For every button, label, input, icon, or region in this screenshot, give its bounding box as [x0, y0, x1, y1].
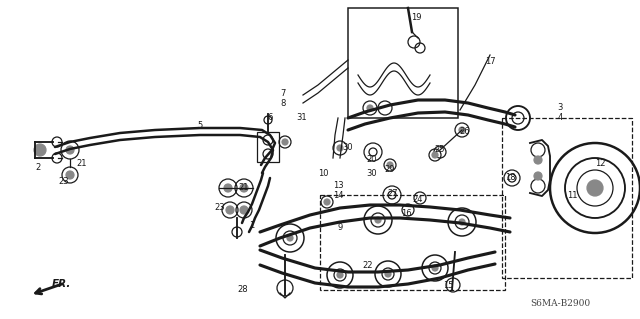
Circle shape [375, 217, 381, 223]
Text: 6: 6 [268, 114, 273, 122]
Text: 19: 19 [411, 13, 421, 23]
Text: 9: 9 [337, 224, 342, 233]
Text: 20: 20 [367, 155, 377, 165]
Circle shape [66, 146, 74, 154]
Text: 16: 16 [401, 210, 412, 219]
Circle shape [385, 271, 391, 277]
Text: 28: 28 [237, 286, 248, 294]
Text: 2: 2 [35, 164, 40, 173]
Text: 12: 12 [595, 159, 605, 167]
Text: 5: 5 [197, 121, 203, 130]
Circle shape [66, 171, 74, 179]
Text: 4: 4 [557, 114, 563, 122]
Text: 21: 21 [77, 159, 87, 167]
Circle shape [367, 105, 373, 111]
Text: 22: 22 [363, 261, 373, 270]
Text: S6MA-B2900: S6MA-B2900 [530, 299, 590, 308]
Circle shape [432, 265, 438, 271]
Circle shape [34, 144, 46, 156]
Circle shape [287, 235, 293, 241]
Circle shape [387, 162, 393, 168]
Text: 10: 10 [317, 169, 328, 179]
Text: 25: 25 [435, 145, 445, 154]
Text: 29: 29 [385, 166, 396, 174]
Circle shape [459, 127, 465, 133]
Text: 17: 17 [484, 57, 495, 66]
Text: 3: 3 [557, 103, 563, 113]
Circle shape [240, 184, 248, 192]
Circle shape [226, 206, 234, 214]
Text: 15: 15 [443, 280, 453, 290]
Circle shape [534, 172, 542, 180]
Circle shape [282, 139, 288, 145]
Text: 13: 13 [333, 181, 343, 189]
Text: 7: 7 [280, 88, 285, 98]
Bar [502, 118, 632, 278]
Text: 14: 14 [333, 191, 343, 201]
Circle shape [534, 156, 542, 164]
Text: 26: 26 [460, 128, 470, 137]
Circle shape [240, 206, 248, 214]
Circle shape [459, 219, 465, 225]
Text: FR.: FR. [52, 279, 72, 289]
Text: 30: 30 [367, 168, 378, 177]
Text: 30: 30 [342, 144, 353, 152]
Text: 11: 11 [567, 190, 577, 199]
Text: 24: 24 [413, 196, 423, 204]
Bar [348, 8, 458, 118]
Circle shape [337, 272, 343, 278]
Circle shape [224, 184, 232, 192]
Text: 27: 27 [388, 189, 398, 197]
Circle shape [432, 152, 438, 158]
Bar [320, 195, 505, 290]
Circle shape [587, 180, 603, 196]
Text: 18: 18 [505, 174, 515, 182]
Text: 31: 31 [297, 114, 307, 122]
Bar [257, 132, 279, 162]
Circle shape [337, 145, 343, 151]
Text: 1: 1 [250, 220, 255, 229]
Text: 23: 23 [59, 177, 69, 187]
Text: 21: 21 [239, 183, 249, 192]
Text: 23: 23 [214, 203, 225, 211]
Circle shape [324, 199, 330, 205]
Text: 8: 8 [280, 100, 285, 108]
